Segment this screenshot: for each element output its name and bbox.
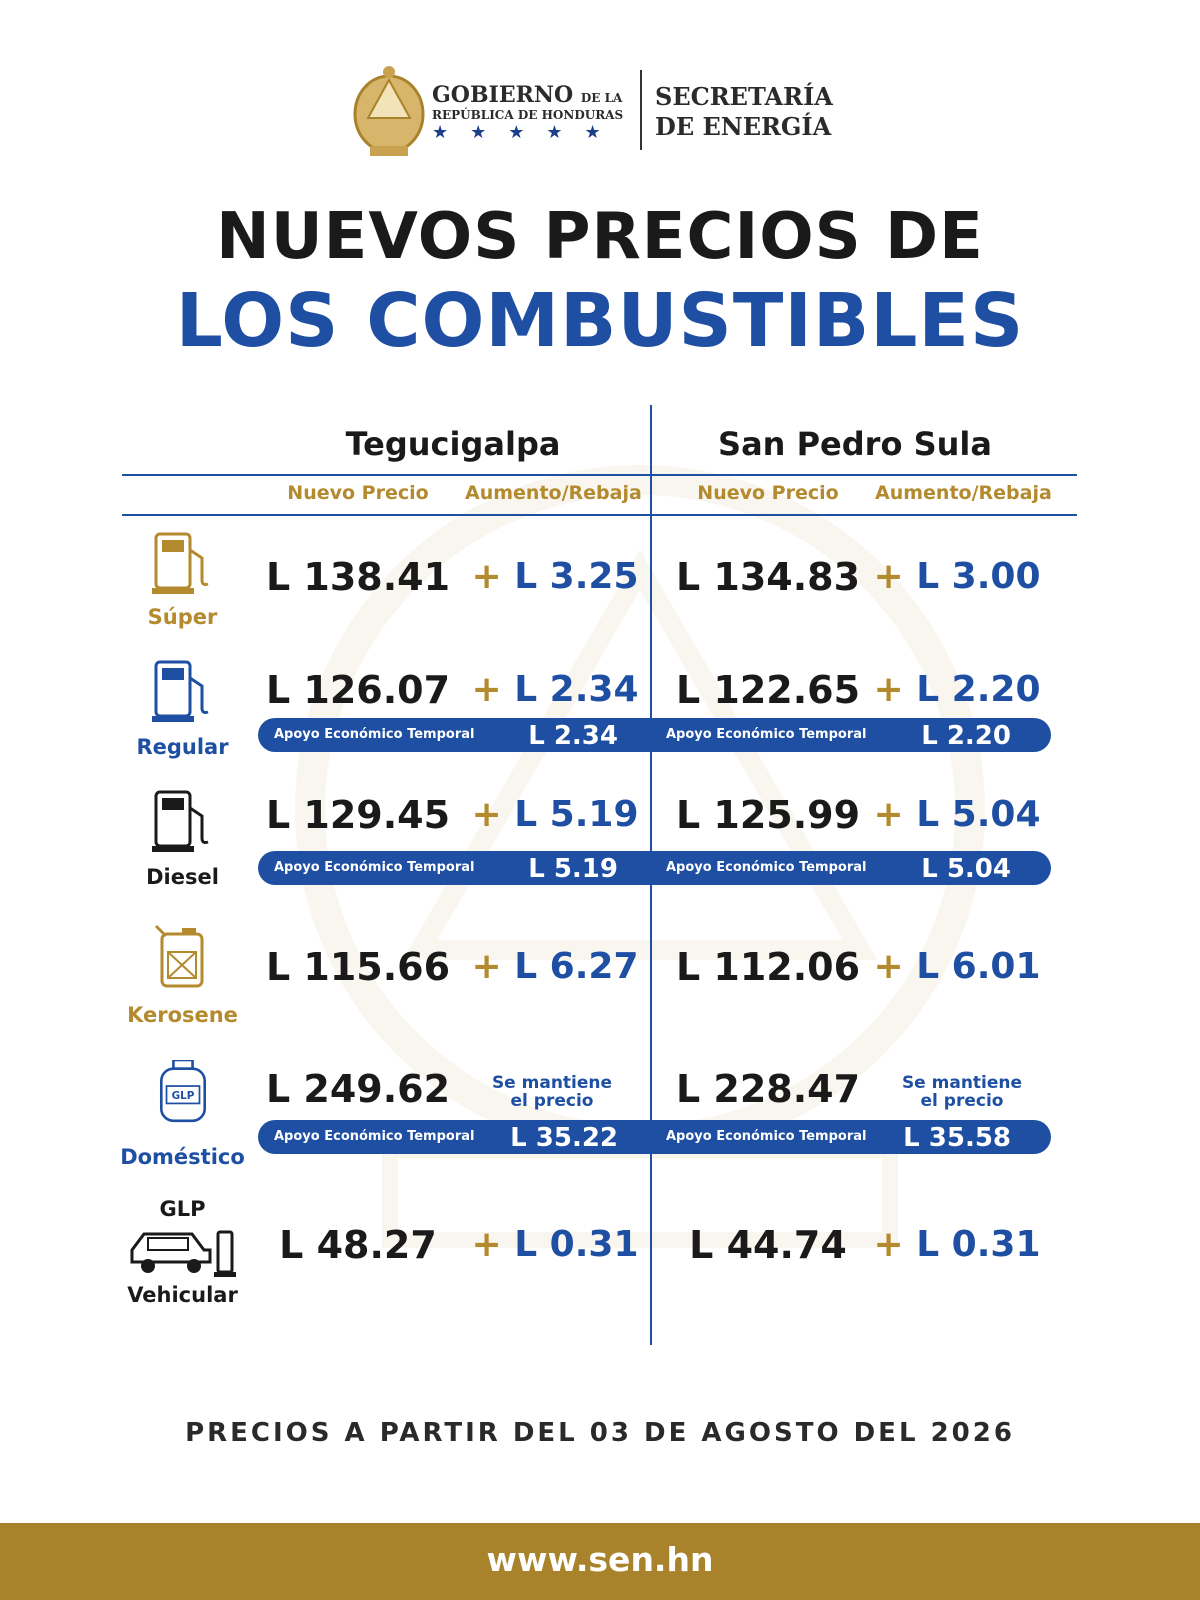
price-teg-domestico: L 249.62 <box>265 1067 451 1111</box>
fuel-label-regular: Regular <box>136 735 229 759</box>
col-aumento-rebaja: Aumento/Rebaja <box>875 482 1052 504</box>
price-teg-super: L 138.41 <box>265 555 451 599</box>
city-tegucigalpa: Tegucigalpa <box>345 425 561 463</box>
effective-date-note: PRECIOS A PARTIR DEL 03 DE AGOSTO DEL 20… <box>185 1418 1015 1448</box>
support-pill-sps-diesel: Apoyo Económico Temporal L 5.04 <box>650 851 1051 885</box>
title-line1: NUEVOS PRECIOS DE <box>216 200 984 274</box>
change-sps-kerosene: + L 6.01 <box>873 946 1041 987</box>
glp-icon-text: GLP <box>172 1090 195 1102</box>
change-sps-diesel: + L 5.04 <box>873 794 1041 835</box>
support-pill-teg-diesel: Apoyo Económico Temporal L 5.19 <box>258 851 658 885</box>
price-sps-vehicular: L 44.74 <box>689 1223 847 1267</box>
fuel-pump-icon <box>152 532 209 594</box>
fuel-label-kerosene: Kerosene <box>127 1003 238 1027</box>
fuel-label-vehicular: Vehicular <box>127 1283 238 1307</box>
star-icon: ★★★★★ <box>432 122 623 143</box>
price-sps-super: L 134.83 <box>675 555 861 599</box>
fuel-pump-icon <box>152 790 209 852</box>
support-pill-sps-regular: Apoyo Económico Temporal L 2.20 <box>650 718 1051 752</box>
col-nuevo-precio: Nuevo Precio <box>287 482 429 504</box>
change-teg-vehicular: + L 0.31 <box>471 1224 639 1265</box>
fuel-label-diesel: Diesel <box>146 865 219 889</box>
price-sps-diesel: L 125.99 <box>675 793 861 837</box>
support-pill-teg-regular: Apoyo Económico Temporal L 2.34 <box>258 718 658 752</box>
change-teg-super: + L 3.25 <box>471 556 639 597</box>
city-san-pedro-sula: San Pedro Sula <box>718 425 992 463</box>
header-rule-bottom <box>122 514 1077 516</box>
change-sps-regular: + L 2.20 <box>873 669 1041 710</box>
fuel-label-domestico: Doméstico <box>120 1145 245 1169</box>
change-teg-diesel: + L 5.19 <box>471 794 639 835</box>
price-teg-kerosene: L 115.66 <box>265 945 451 989</box>
website-link[interactable]: www.sen.hn <box>486 1540 714 1579</box>
change-sps-vehicular: + L 0.31 <box>873 1224 1041 1265</box>
fuel-pump-icon <box>152 660 209 722</box>
gov-name: GOBIERNO DE LA <box>432 82 623 108</box>
no-change-teg-domestico: Se mantiene el precio <box>491 1073 613 1111</box>
support-pill-sps-domestico: Apoyo Económico Temporal L 35.58 <box>650 1120 1051 1154</box>
price-sps-regular: L 122.65 <box>675 668 861 712</box>
header-rule-top <box>122 474 1077 476</box>
header: GOBIERNO DE LA REPÚBLICA DE HONDURAS ★★★… <box>350 62 870 162</box>
title-line2: LOS COMBUSTIBLES <box>175 278 1025 364</box>
price-sps-kerosene: L 112.06 <box>675 945 861 989</box>
no-change-sps-domestico: Se mantiene el precio <box>901 1073 1023 1111</box>
price-teg-regular: L 126.07 <box>265 668 451 712</box>
price-sps-domestico: L 228.47 <box>675 1067 861 1111</box>
header-divider <box>640 70 642 150</box>
col-nuevo-precio: Nuevo Precio <box>697 482 839 504</box>
price-teg-vehicular: L 48.27 <box>279 1223 437 1267</box>
footer-bar <box>0 1523 1200 1600</box>
coat-of-arms-watermark <box>295 465 985 1248</box>
honduras-seal-icon <box>353 66 425 156</box>
col-aumento-rebaja: Aumento/Rebaja <box>465 482 642 504</box>
change-teg-kerosene: + L 6.27 <box>471 946 639 987</box>
price-teg-diesel: L 129.45 <box>265 793 451 837</box>
secretaria-name: SECRETARÍA DE ENERGÍA <box>655 82 833 141</box>
gov-subtitle: REPÚBLICA DE HONDURAS <box>432 108 624 122</box>
fuel-label-glp: GLP <box>159 1197 206 1221</box>
change-sps-super: + L 3.00 <box>873 556 1041 597</box>
change-teg-regular: + L 2.34 <box>471 669 639 710</box>
car-gas-icon <box>130 1230 236 1277</box>
jerrycan-icon <box>154 924 204 988</box>
gas-cylinder-icon: GLP <box>159 1060 207 1123</box>
support-pill-teg-domestico: Apoyo Económico Temporal L 35.22 <box>258 1120 658 1154</box>
fuel-label-super: Súper <box>147 605 218 629</box>
